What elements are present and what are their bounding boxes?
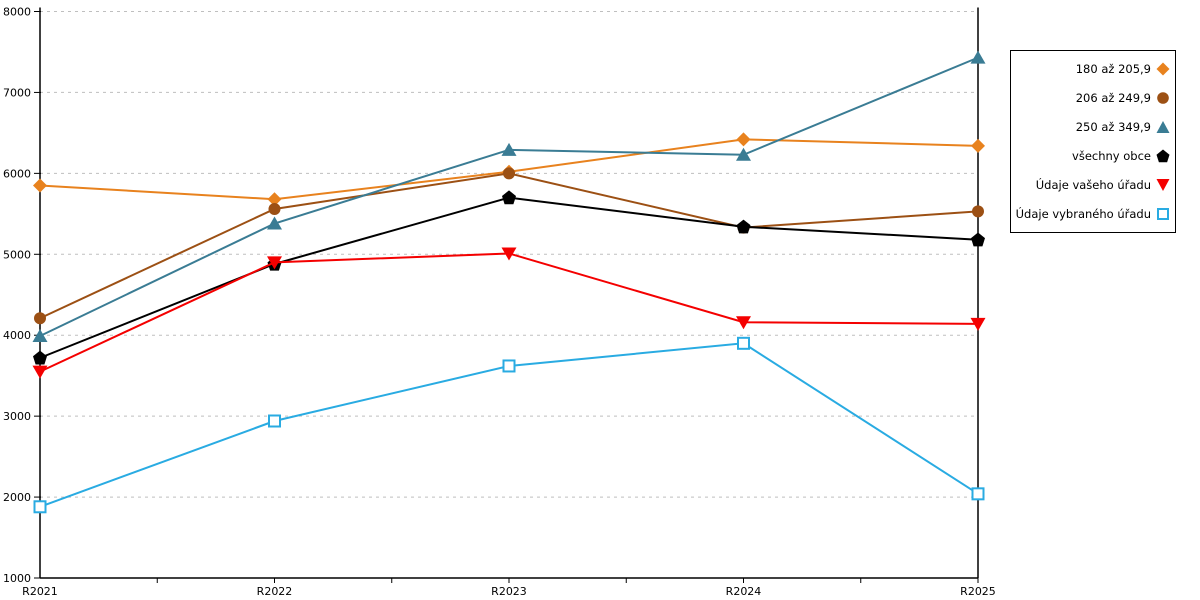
- square-open-data-marker: [33, 500, 47, 514]
- square-open-marker-icon: [1157, 207, 1169, 220]
- legend-label: 206 až 249,9: [1075, 91, 1151, 106]
- circle-data-marker: [34, 312, 46, 325]
- triangle-down-data-marker: [736, 316, 751, 330]
- y-tick-label: 5000: [3, 248, 31, 261]
- legend-item: 206 až 249,9: [1013, 91, 1170, 105]
- circle-data-marker: [268, 202, 281, 215]
- triangle-up-data-marker: [736, 147, 751, 161]
- triangle-down-data-marker: [501, 247, 517, 261]
- circle-marker-icon: [1157, 92, 1169, 105]
- circle-data-marker: [972, 205, 984, 218]
- triangle-up-data-marker: [970, 50, 986, 64]
- pentagon-marker-icon: [1156, 149, 1170, 163]
- triangle-up-marker-shape: [1156, 121, 1170, 134]
- legend-item: všechny obce: [1013, 149, 1170, 163]
- legend-label: Údaje vašeho úřadu: [1035, 177, 1151, 192]
- diamond-marker-shape: [1156, 62, 1170, 76]
- x-tick-label: R2022: [257, 585, 293, 598]
- legend-label: 250 až 349,9: [1075, 120, 1151, 135]
- y-tick-label: 8000: [3, 6, 31, 19]
- y-tick-label: 2000: [3, 491, 31, 504]
- x-tick-label: R2024: [726, 585, 762, 598]
- circle-marker-shape: [1157, 92, 1169, 105]
- triangle-down-data-marker: [32, 365, 48, 379]
- diamond-data-marker: [267, 192, 282, 207]
- triangle-up-data-marker: [32, 329, 48, 343]
- triangle-up-data-marker: [267, 216, 282, 230]
- triangle-down-data-marker: [970, 317, 986, 331]
- diamond-marker-icon: [1156, 62, 1170, 76]
- pentagon-data-marker: [502, 190, 516, 205]
- square-open-marker-shape: [1157, 207, 1169, 220]
- x-tick-label: R2021: [22, 585, 58, 598]
- pentagon-data-marker: [33, 350, 47, 365]
- legend-label: všechny obce: [1072, 148, 1151, 163]
- square-open-data-marker: [737, 336, 750, 350]
- legend-item: 250 až 349,9: [1013, 120, 1170, 134]
- triangle-down-data-marker: [267, 256, 282, 270]
- diamond-data-marker: [33, 178, 47, 193]
- pentagon-data-marker: [736, 219, 751, 234]
- diamond-data-marker: [971, 138, 985, 153]
- legend-item: Údaje vašeho úřadu: [1013, 178, 1170, 192]
- y-tick-label: 1000: [3, 572, 31, 585]
- legend-item: 180 až 205,9: [1013, 62, 1170, 76]
- legend: 180 až 205,9 206 až 249,9 250 až 349,9 všec…: [1010, 50, 1176, 233]
- triangle-down-marker-icon: [1156, 178, 1170, 191]
- triangle-up-marker-icon: [1156, 121, 1170, 134]
- square-open-data-marker: [268, 414, 281, 428]
- circle-data-marker: [503, 167, 515, 180]
- triangle-up-data-marker: [501, 142, 517, 156]
- legend-item: Údaje vybraného úřadu: [1013, 207, 1170, 221]
- square-open-data-marker: [971, 487, 985, 501]
- diamond-data-marker: [736, 132, 751, 147]
- pentagon-data-marker: [971, 232, 985, 247]
- series-line: [39, 252, 979, 373]
- square-open-data-marker: [502, 359, 516, 373]
- y-tick-label: 3000: [3, 410, 31, 423]
- y-tick-label: 4000: [3, 329, 31, 342]
- x-tick-label: R2025: [960, 585, 996, 598]
- x-tick-label: R2023: [491, 585, 527, 598]
- legend-label: 180 až 205,9: [1075, 62, 1151, 77]
- triangle-down-marker-shape: [1156, 178, 1170, 191]
- pentagon-marker-shape: [1156, 149, 1170, 163]
- legend-label: Údaje vybraného úřadu: [1015, 206, 1151, 221]
- y-tick-label: 7000: [3, 86, 31, 99]
- y-tick-label: 6000: [3, 167, 31, 180]
